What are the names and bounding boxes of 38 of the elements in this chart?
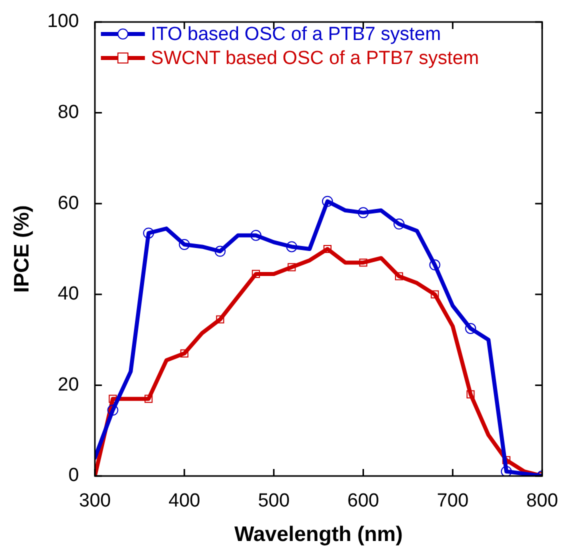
point <box>252 270 260 278</box>
point <box>322 196 333 207</box>
x-tick-label: 400 <box>168 490 200 512</box>
x-tick-label: 800 <box>526 490 558 512</box>
point <box>430 290 439 298</box>
point <box>107 404 118 416</box>
point <box>429 259 440 270</box>
point <box>465 322 476 334</box>
x-tick-label: 300 <box>79 490 111 512</box>
point <box>180 349 188 358</box>
point <box>394 272 404 280</box>
x-axis-title: Wavelength (nm) <box>234 523 403 546</box>
legend-label: ITO based OSC of a PTB7 system <box>150 24 441 46</box>
y-tick-label: 0 <box>68 465 79 486</box>
point <box>500 466 512 476</box>
point <box>394 218 405 230</box>
x-tick-label: 600 <box>347 490 380 512</box>
y-tick-label: 60 <box>58 192 79 214</box>
point <box>143 228 154 239</box>
point <box>323 244 332 254</box>
point <box>286 241 298 252</box>
x-tick-label: 500 <box>258 490 290 512</box>
x-tick-label: 700 <box>436 490 469 512</box>
y-tick-label: 80 <box>58 102 79 124</box>
point <box>250 230 262 241</box>
y-axis-title: IPCE (%) <box>10 205 34 293</box>
point <box>144 394 153 403</box>
point <box>178 238 190 250</box>
y-tick-label: 100 <box>47 11 79 32</box>
point <box>358 207 369 218</box>
y-tick-label: 20 <box>58 374 79 396</box>
y-tick-label: 40 <box>58 284 79 305</box>
legend-label: SWCNT based OSC of a PTB7 system <box>150 48 479 70</box>
point <box>288 263 296 272</box>
point <box>214 246 226 257</box>
point <box>466 390 475 398</box>
point <box>359 258 368 267</box>
point <box>216 315 224 324</box>
